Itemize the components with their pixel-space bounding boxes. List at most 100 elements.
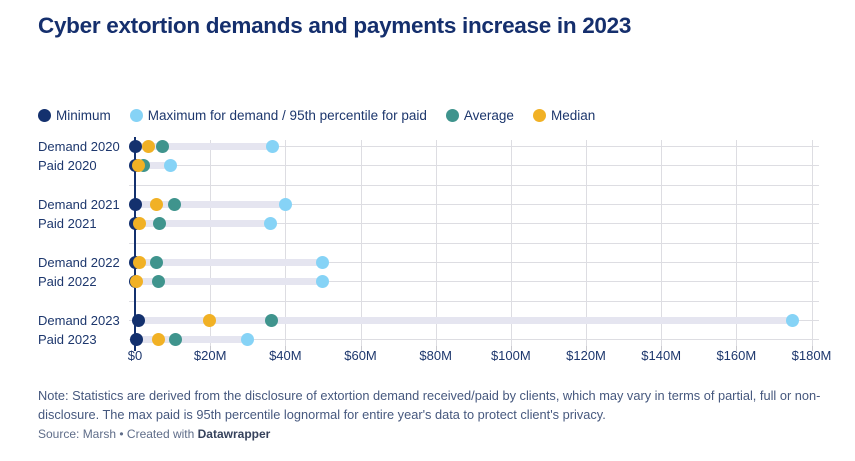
horizontal-gridline (129, 281, 819, 283)
range-bar (133, 336, 252, 344)
row-label-paid-2022: Paid 2022 (38, 273, 97, 289)
dot-average (167, 198, 181, 212)
x-axis-tick-label: $0 (127, 348, 143, 363)
legend-average-dot-icon (445, 109, 459, 122)
x-axis-tick-label: $20M (193, 348, 227, 363)
legend-item-max: Maximum for demand / 95th percentile for… (129, 108, 427, 123)
source-line: Source: Marsh • Created with Datawrapper (38, 427, 270, 441)
x-axis-tick (586, 346, 587, 351)
legend-min-dot-icon (38, 109, 51, 122)
legend-label: Average (463, 108, 514, 123)
dot-median (132, 217, 146, 231)
chart-note: Note: Statistics are derived from the di… (38, 388, 821, 423)
chart-title: Cyber extortion demands and payments inc… (38, 13, 632, 38)
legend-item-median: Median (532, 108, 596, 123)
dot-median (202, 314, 216, 328)
source-text: Source: Marsh (38, 427, 117, 441)
dot-max (241, 333, 255, 347)
vertical-gridline (661, 140, 663, 346)
range-bar (134, 317, 797, 325)
horizontal-gridline (129, 242, 819, 244)
dot-max (278, 198, 292, 212)
vertical-gridline (285, 140, 287, 346)
dot-average (152, 217, 166, 231)
x-axis-tick (435, 346, 437, 351)
created-with-text: Created with (126, 427, 195, 441)
dot-max (164, 159, 178, 173)
dot-max (263, 217, 277, 231)
dot-median (132, 159, 146, 173)
row-label-paid-2020: Paid 2020 (38, 157, 97, 173)
x-axis-tick-label: $120M (566, 348, 606, 363)
horizontal-gridline (129, 146, 819, 148)
x-axis-tick (811, 346, 813, 351)
vertical-gridline (435, 140, 437, 346)
vertical-gridline (736, 140, 738, 346)
x-axis-tick (210, 346, 212, 351)
x-axis-tick-label: $140M (641, 348, 682, 363)
dot-max (316, 256, 330, 270)
legend-item-min: Minimum (38, 108, 111, 123)
x-axis-tick (360, 346, 362, 351)
row-label-demand-2021: Demand 2021 (38, 196, 120, 212)
range-bar (131, 143, 276, 151)
dot-min (131, 314, 145, 328)
x-axis-tick (661, 346, 663, 351)
x-axis-tick-label: $160M (716, 348, 757, 363)
dot-average (155, 140, 169, 154)
x-axis-tick-label: $80M (419, 348, 452, 363)
dot-median (142, 140, 156, 154)
vertical-gridline (360, 140, 362, 346)
x-axis-zero-line (134, 137, 136, 351)
dot-max (316, 275, 330, 289)
dot-min (128, 198, 142, 212)
dot-median (132, 256, 146, 270)
source-separator: • (119, 427, 124, 441)
horizontal-gridline (129, 262, 819, 264)
horizontal-gridline (129, 165, 819, 167)
horizontal-gridline (129, 204, 819, 206)
legend-label: Median (550, 108, 596, 123)
x-axis-tick-label: $100M (490, 348, 531, 363)
row-label-demand-2020: Demand 2020 (38, 138, 120, 154)
range-bar (131, 259, 327, 267)
vertical-gridline (210, 140, 212, 346)
row-label-demand-2022: Demand 2022 (38, 254, 120, 270)
range-bar (131, 162, 175, 170)
vertical-gridline (586, 140, 587, 346)
horizontal-gridline (129, 184, 819, 186)
dot-max (265, 140, 279, 154)
x-axis-tick-label: $40M (269, 348, 302, 363)
x-axis-tick-label: $60M (344, 348, 377, 363)
row-label-paid-2021: Paid 2021 (38, 215, 97, 231)
legend-max-dot-icon (129, 109, 143, 122)
x-axis-tick (285, 346, 287, 351)
dot-median (149, 198, 163, 212)
row-label-demand-2023: Demand 2023 (38, 312, 120, 328)
dot-median (151, 333, 165, 347)
range-bar (131, 278, 327, 286)
row-label-paid-2023: Paid 2023 (38, 331, 97, 347)
legend-item-average: Average (445, 108, 514, 123)
dot-average (151, 275, 165, 289)
legend-median-dot-icon (532, 109, 546, 122)
range-bar (131, 201, 289, 209)
x-axis-tick (736, 346, 738, 351)
dot-min (128, 140, 142, 154)
horizontal-gridline (129, 223, 819, 225)
dot-median (130, 275, 143, 289)
vertical-gridline (811, 140, 813, 346)
x-axis-tick (510, 346, 512, 351)
dot-min (130, 333, 144, 347)
horizontal-gridline (129, 300, 819, 302)
range-bar (131, 220, 274, 228)
dot-average (150, 256, 164, 270)
horizontal-gridline (129, 339, 819, 341)
dot-max (786, 314, 800, 328)
legend-label: Minimum (56, 108, 111, 123)
dot-average (168, 333, 182, 347)
datawrapper-link[interactable]: Datawrapper (197, 427, 271, 441)
vertical-gridline (510, 140, 512, 346)
